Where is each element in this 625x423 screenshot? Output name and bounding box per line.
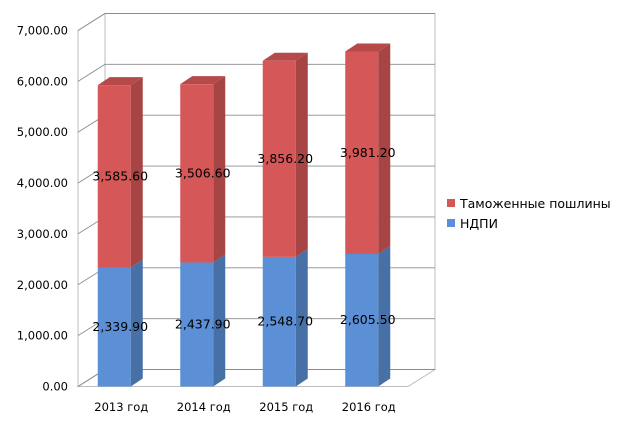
data-labels: 2,339.90 3,585.60 2,437.90 3,506.60 2,548.70… bbox=[92, 145, 395, 334]
data-label: 2,605.50 bbox=[340, 312, 396, 327]
bar-customs-2 bbox=[262, 52, 308, 257]
bar-front bbox=[97, 267, 131, 387]
bar-front bbox=[180, 262, 214, 387]
y-axis-ticks: 0.00 1,000.00 2,000.00 3,000.00 4,000.00 5,00… bbox=[17, 24, 68, 394]
gridline bbox=[77, 13, 435, 31]
bar-ndpi-2 bbox=[262, 248, 308, 387]
bar-top bbox=[97, 77, 143, 86]
data-label: 2,437.90 bbox=[175, 317, 231, 332]
x-tick-label: 2014 год bbox=[177, 400, 231, 414]
y-tick-label: 5,000.00 bbox=[17, 125, 68, 139]
legend-label-ndpi: НДПИ bbox=[460, 215, 498, 231]
x-tick-label: 2015 год bbox=[259, 400, 313, 414]
bar-side bbox=[130, 259, 143, 387]
y-tick-label: 6,000.00 bbox=[17, 74, 68, 88]
bar-customs-1 bbox=[180, 76, 226, 263]
bar-top bbox=[262, 52, 308, 61]
bar-side bbox=[213, 254, 226, 387]
bar-side bbox=[295, 248, 308, 387]
bar-front bbox=[262, 256, 296, 387]
data-label: 3,585.60 bbox=[92, 168, 148, 183]
y-tick-label: 1,000.00 bbox=[17, 329, 68, 343]
y-tick-label: 2,000.00 bbox=[17, 278, 68, 292]
data-label: 2,339.90 bbox=[92, 319, 148, 334]
bar-side bbox=[130, 77, 143, 268]
bar-front bbox=[180, 84, 214, 263]
legend-swatch-ndpi bbox=[447, 219, 455, 227]
bars bbox=[97, 43, 391, 387]
bar-front bbox=[345, 253, 379, 387]
bar-ndpi-1 bbox=[180, 254, 226, 387]
bar-ndpi-3 bbox=[345, 245, 391, 387]
bar-customs-0 bbox=[97, 77, 143, 268]
x-axis-ticks: 2013 год 2014 год 2015 год 2016 год bbox=[94, 400, 396, 414]
x-tick-label: 2016 год bbox=[342, 400, 396, 414]
bar-front bbox=[97, 85, 131, 268]
bar-side bbox=[378, 43, 391, 254]
data-label: 3,981.20 bbox=[340, 145, 396, 160]
bar-front bbox=[262, 60, 296, 257]
y-tick-label: 3,000.00 bbox=[17, 227, 68, 241]
legend-swatch-customs bbox=[447, 199, 455, 207]
legend-label-customs: Таможенные пошлины bbox=[460, 195, 611, 211]
gridline bbox=[77, 63, 435, 82]
x-tick-label: 2013 год bbox=[94, 400, 148, 414]
bar-side bbox=[213, 76, 226, 263]
y-tick-label: 7,000.00 bbox=[17, 24, 68, 38]
bar-top bbox=[180, 76, 226, 85]
bar-customs-3 bbox=[345, 43, 391, 254]
bar-front bbox=[345, 51, 379, 254]
data-label: 2,548.70 bbox=[257, 314, 313, 329]
bar-side bbox=[295, 52, 308, 257]
legend-item-customs: Таможенные пошлины bbox=[447, 193, 611, 213]
data-label: 3,506.60 bbox=[175, 165, 231, 180]
data-label: 3,856.20 bbox=[257, 151, 313, 166]
legend: Таможенные пошлины НДПИ bbox=[447, 193, 611, 233]
bar-top bbox=[345, 43, 391, 52]
y-tick-label: 4,000.00 bbox=[17, 176, 68, 190]
bar-ndpi-0 bbox=[97, 259, 143, 387]
bar-side bbox=[378, 245, 391, 387]
y-tick-label: 0.00 bbox=[42, 380, 68, 394]
legend-item-ndpi: НДПИ bbox=[447, 213, 611, 233]
